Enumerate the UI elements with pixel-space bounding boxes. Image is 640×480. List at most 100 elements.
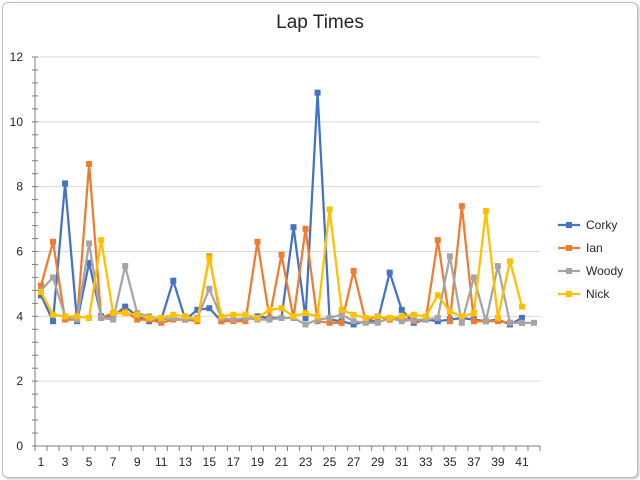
data-point [446, 318, 453, 325]
data-point [362, 319, 369, 326]
data-point [122, 310, 129, 317]
data-point [122, 303, 129, 310]
data-point [530, 319, 537, 326]
x-tick-label: 23 [299, 455, 313, 469]
data-point [386, 314, 393, 321]
data-point [62, 180, 69, 187]
data-point [314, 313, 321, 320]
data-point [434, 292, 441, 299]
data-point [170, 277, 177, 284]
data-point [158, 314, 165, 321]
x-tick-label: 21 [275, 455, 289, 469]
data-point [338, 306, 345, 313]
data-point [458, 313, 465, 320]
data-point [86, 259, 93, 266]
x-tick-label: 35 [443, 455, 457, 469]
data-point [74, 313, 81, 320]
data-point [182, 313, 189, 320]
x-tick-label: 37 [467, 455, 481, 469]
data-point [458, 203, 465, 210]
data-point [38, 282, 45, 289]
data-point [206, 254, 213, 261]
legend-label: Ian [586, 241, 603, 255]
legend-marker [566, 245, 572, 251]
data-point [446, 253, 453, 260]
y-tick-label: 10 [10, 115, 24, 129]
data-point [230, 316, 237, 323]
x-tick-label: 7 [110, 455, 117, 469]
y-tick-label: 12 [10, 50, 24, 64]
data-point [470, 318, 477, 325]
data-point [410, 316, 417, 323]
data-point [50, 274, 57, 281]
data-point [38, 289, 45, 296]
data-point [86, 160, 93, 167]
data-point [434, 237, 441, 244]
data-point [338, 319, 345, 326]
data-point [290, 313, 297, 320]
data-point [242, 311, 249, 318]
x-tick-label: 11 [155, 455, 168, 469]
chart-title: Lap Times [276, 12, 364, 33]
data-point [194, 306, 201, 313]
data-point [350, 267, 357, 274]
data-point [230, 311, 237, 318]
y-tick-label: 0 [16, 439, 23, 453]
series-line-woody [40, 242, 534, 326]
x-tick-label: 27 [347, 455, 361, 469]
data-point [482, 207, 489, 214]
data-point [422, 313, 429, 320]
data-point [50, 311, 57, 318]
data-point [206, 285, 213, 292]
data-point [302, 321, 309, 328]
legend-label: Nick [586, 287, 610, 301]
legend-marker [566, 268, 572, 274]
legend-label: Corky [586, 218, 617, 232]
data-point [302, 225, 309, 232]
data-point [518, 303, 525, 310]
data-point [242, 318, 249, 325]
data-point [434, 314, 441, 321]
data-point [50, 318, 57, 325]
x-tick-label: 29 [371, 455, 385, 469]
data-point [458, 319, 465, 326]
data-point [386, 269, 393, 276]
data-point [494, 263, 501, 270]
data-point [74, 316, 81, 323]
data-point [506, 319, 513, 326]
y-tick-label: 2 [16, 374, 23, 388]
data-point [218, 318, 225, 325]
data-point [494, 318, 501, 325]
x-tick-label: 13 [179, 455, 193, 469]
legend-marker [566, 291, 572, 297]
data-point [194, 316, 201, 323]
data-point [398, 318, 405, 325]
data-point [482, 318, 489, 325]
data-point [266, 316, 273, 323]
data-point [254, 238, 261, 245]
x-tick-label: 1 [38, 455, 45, 469]
data-point [302, 310, 309, 317]
y-tick-label: 8 [16, 180, 23, 194]
data-point [326, 319, 333, 326]
x-tick-label: 33 [419, 455, 433, 469]
data-point [422, 316, 429, 323]
data-point [50, 238, 57, 245]
data-point [518, 314, 525, 321]
data-point [434, 318, 441, 325]
data-point [122, 263, 129, 270]
data-point [182, 316, 189, 323]
x-tick-label: 39 [491, 455, 505, 469]
data-point [266, 306, 273, 313]
data-point [158, 319, 165, 326]
data-point [314, 89, 321, 96]
data-point [398, 306, 405, 313]
data-point [110, 316, 117, 323]
data-point [134, 311, 141, 318]
x-tick-label: 3 [62, 455, 69, 469]
data-point [374, 319, 381, 326]
data-point [62, 316, 69, 323]
data-point [278, 251, 285, 258]
data-point [278, 314, 285, 321]
data-point [470, 274, 477, 281]
